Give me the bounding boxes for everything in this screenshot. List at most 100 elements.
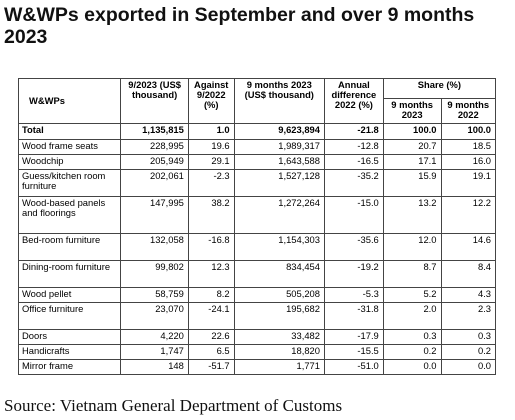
against-value-cell: -2.3 <box>187 169 235 197</box>
share-2022-cell: 19.1 <box>440 169 496 197</box>
against-value-cell: 1.0 <box>187 123 235 140</box>
against-value-cell: 29.1 <box>187 154 235 170</box>
table-row: Dining-room furniture 99,802 12.3 834,454 -1… <box>17 260 496 288</box>
sep-value-cell: 202,061 <box>120 169 189 197</box>
header-nine-months: 9 months 2023 (US$ thousand) <box>233 78 325 124</box>
against-value-cell: 38.2 <box>187 196 235 234</box>
sep-value-cell: 132,058 <box>120 233 189 261</box>
annual-diff-cell: -17.9 <box>323 329 384 345</box>
table-row: Wood frame seats 228,995 19.6 1,989,317 -12.… <box>17 139 496 155</box>
sep-value-cell: 4,220 <box>120 329 189 345</box>
share-2022-cell: 14.6 <box>440 233 496 261</box>
nine-months-value-cell: 18,820 <box>233 344 325 360</box>
total-row: Total 1,135,815 1.0 9,623,894 -21.8 100.0 100.… <box>17 123 496 140</box>
sep-value-cell: 205,949 <box>120 154 189 170</box>
share-2023-cell: 0.2 <box>382 344 442 360</box>
share-2023-cell: 20.7 <box>382 139 442 155</box>
annual-diff-cell: -31.8 <box>323 302 384 330</box>
product-name-cell: Doors <box>17 329 122 345</box>
nine-months-value-cell: 1,771 <box>233 359 325 375</box>
share-2022-cell: 4.3 <box>440 287 496 303</box>
annual-diff-cell: -16.5 <box>323 154 384 170</box>
share-2022-cell: 100.0 <box>440 123 496 140</box>
product-name-cell: Dining-room furniture <box>17 260 122 288</box>
product-name-cell: Woodchip <box>17 154 122 170</box>
sep-value-cell: 1,135,815 <box>120 123 189 140</box>
nine-months-value-cell: 9,623,894 <box>233 123 325 140</box>
share-2022-cell: 8.4 <box>440 260 496 288</box>
share-2023-cell: 8.7 <box>382 260 442 288</box>
share-2023-cell: 0.0 <box>382 359 442 375</box>
annual-diff-cell: -12.8 <box>323 139 384 155</box>
nine-months-value-cell: 1,643,588 <box>233 154 325 170</box>
share-2023-cell: 2.0 <box>382 302 442 330</box>
nine-months-value-cell: 505,208 <box>233 287 325 303</box>
table-row: Doors 4,220 22.6 33,482 -17.9 0.3 0.3 <box>17 329 496 345</box>
product-name-cell: Wood frame seats <box>17 139 122 155</box>
export-table: W&WPs 9/2023 (US$ thousand) Against 9/20… <box>17 78 497 375</box>
sep-value-cell: 228,995 <box>120 139 189 155</box>
product-name-cell: Handicrafts <box>17 344 122 360</box>
share-2022-cell: 0.3 <box>440 329 496 345</box>
annual-diff-cell: -21.8 <box>323 123 384 140</box>
nine-months-value-cell: 834,454 <box>233 260 325 288</box>
header-share: Share (%) <box>382 78 497 99</box>
table-row: Mirror frame 148 -51.7 1,771 -51.0 0.0 0.0 <box>17 359 496 375</box>
against-value-cell: -24.1 <box>187 302 235 330</box>
nine-months-value-cell: 1,527,128 <box>233 169 325 197</box>
against-value-cell: 22.6 <box>187 329 235 345</box>
table-row: Guess/kitchen room furniture 202,061 -2.3 1… <box>17 169 496 197</box>
header-sep-2023: 9/2023 (US$ thousand) <box>120 78 189 124</box>
annual-diff-cell: -51.0 <box>323 359 384 375</box>
share-2022-cell: 2.3 <box>440 302 496 330</box>
share-2022-cell: 0.2 <box>440 344 496 360</box>
share-2023-cell: 13.2 <box>382 196 442 234</box>
annual-diff-cell: -35.6 <box>323 233 384 261</box>
table-row: Wood pellet 58,759 8.2 505,208 -5.3 5.2 4.3 <box>17 287 496 303</box>
share-2023-cell: 0.3 <box>382 329 442 345</box>
source-caption: Source: Vietnam General Department of Cu… <box>4 396 343 415</box>
share-2023-cell: 17.1 <box>382 154 442 170</box>
sep-value-cell: 1,747 <box>120 344 189 360</box>
product-name-cell: Total <box>17 123 122 140</box>
sep-value-cell: 147,995 <box>120 196 189 234</box>
sep-value-cell: 23,070 <box>120 302 189 330</box>
nine-months-value-cell: 1,989,317 <box>233 139 325 155</box>
nine-months-value-cell: 195,682 <box>233 302 325 330</box>
header-against: Against 9/2022 (%) <box>187 78 235 124</box>
annual-diff-cell: -35.2 <box>323 169 384 197</box>
against-value-cell: 19.6 <box>187 139 235 155</box>
nine-months-value-cell: 1,154,303 <box>233 233 325 261</box>
against-value-cell: -51.7 <box>187 359 235 375</box>
header-row-top: W&WPs 9/2023 (US$ thousand) Against 9/20… <box>17 78 497 124</box>
nine-months-value-cell: 1,272,264 <box>233 196 325 234</box>
document-title: W&WPs exported in September and over 9 m… <box>4 4 475 48</box>
table-body: Total 1,135,815 1.0 9,623,894 -21.8 100.0 100.… <box>17 123 496 375</box>
share-2022-cell: 18.5 <box>440 139 496 155</box>
table-row: Woodchip 205,949 29.1 1,643,588 -16.5 17.1 16.… <box>17 154 496 170</box>
against-value-cell: 12.3 <box>187 260 235 288</box>
product-name-cell: Wood-based panels and floorings <box>17 196 122 234</box>
annual-diff-cell: -15.5 <box>323 344 384 360</box>
sep-value-cell: 99,802 <box>120 260 189 288</box>
share-2023-cell: 15.9 <box>382 169 442 197</box>
product-name-cell: Office furniture <box>17 302 122 330</box>
against-value-cell: 6.5 <box>187 344 235 360</box>
sep-value-cell: 148 <box>120 359 189 375</box>
share-2023-cell: 100.0 <box>382 123 442 140</box>
annual-diff-cell: -5.3 <box>323 287 384 303</box>
share-2022-cell: 16.0 <box>440 154 496 170</box>
share-2023-cell: 12.0 <box>382 233 442 261</box>
header-share-2023: 9 months 2023 <box>382 98 442 124</box>
header-row-bottom: 9 months 2023 9 months 2022 <box>19 98 496 124</box>
header-annual-difference: Annual difference 2022 (%) <box>323 78 384 124</box>
share-2023-cell: 5.2 <box>382 287 442 303</box>
annual-diff-cell: -19.2 <box>323 260 384 288</box>
table-row: Wood-based panels and floorings 147,995 38… <box>17 196 496 234</box>
table-row: Bed-room furniture 132,058 -16.8 1,154,303-… <box>17 233 496 261</box>
against-value-cell: -16.8 <box>187 233 235 261</box>
product-name-cell: Mirror frame <box>17 359 122 375</box>
share-2022-cell: 12.2 <box>440 196 496 234</box>
against-value-cell: 8.2 <box>187 287 235 303</box>
product-name-cell: Bed-room furniture <box>17 233 122 261</box>
